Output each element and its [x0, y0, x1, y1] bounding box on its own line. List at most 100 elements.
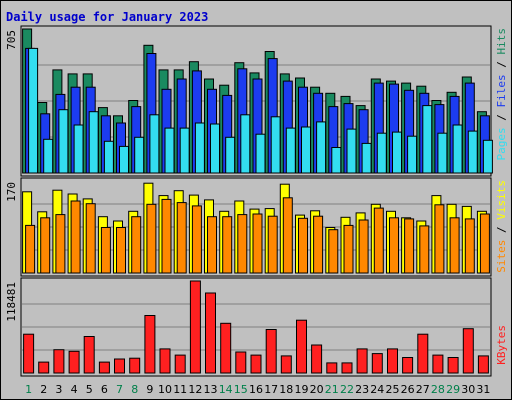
middle-bar-sites [40, 217, 51, 274]
day-label: 2 [40, 383, 47, 396]
top-bar-pages [119, 145, 129, 174]
bottom-bar-kbytes [159, 348, 171, 374]
middle-bar-sites [358, 219, 369, 274]
top-bar-pages [392, 131, 402, 174]
middle-bar-sites [131, 216, 142, 274]
middle-bar-sites [222, 216, 233, 274]
top-bar-pages [255, 133, 266, 174]
day-label: 16 [249, 383, 263, 396]
middle-bar-sites [373, 207, 384, 274]
top-bar-pages [422, 105, 433, 174]
bottom-bar-kbytes [311, 344, 323, 374]
middle-bar-sites [25, 224, 36, 274]
top-bar-pages [194, 122, 205, 174]
bottom-bar-kbytes [341, 362, 353, 374]
middle-bar-sites [70, 200, 81, 274]
legend-middle-item: Sites [495, 240, 508, 273]
top-bar-pages [179, 127, 190, 174]
middle-bar-sites [282, 197, 293, 274]
middle-bar-sites [449, 217, 460, 274]
day-label: 8 [131, 383, 138, 396]
day-label: 20 [310, 383, 324, 396]
top-bar-pages [285, 127, 296, 174]
bottom-bar-kbytes [447, 357, 459, 374]
top-bar-pages [301, 126, 311, 174]
middle-bar-sites [313, 215, 324, 274]
legend-top-item: Pages [495, 127, 508, 160]
day-label: 7 [116, 383, 123, 396]
day-label: 12 [188, 383, 202, 396]
middle-bar-sites [85, 203, 96, 274]
middle-bar-sites [176, 202, 187, 274]
middle-bar-sites [343, 224, 354, 274]
legend-bottom: KBytes [495, 325, 508, 365]
legend-middle-item: Visits [495, 180, 508, 220]
middle-panel-border [20, 177, 492, 277]
top-bar-pages [134, 136, 145, 174]
top-panel-border [20, 25, 492, 177]
middle-bar-sites [419, 225, 430, 274]
bottom-bar-kbytes [265, 329, 277, 374]
bottom-bar-kbytes [326, 362, 338, 374]
top-bar-pages [452, 124, 463, 174]
middle-bar-sites [55, 214, 66, 274]
legend-middle: Sites / Visits [495, 180, 508, 273]
middle-bar-sites [116, 227, 126, 274]
bottom-bar-kbytes [371, 353, 383, 374]
top-bar-pages [482, 139, 493, 174]
top-bar-pages [467, 130, 478, 174]
bottom-bar-kbytes [402, 357, 414, 374]
day-label: 31 [476, 383, 490, 396]
day-label: 18 [279, 383, 293, 396]
middle-bar-sites [252, 213, 263, 274]
bottom-bar-kbytes [280, 355, 292, 374]
middle-bar-sites [389, 217, 399, 274]
middle-bar-sites [404, 218, 415, 274]
middle-bar-sites [100, 227, 111, 274]
day-label: 17 [264, 383, 278, 396]
middle-bar-sites [161, 198, 172, 274]
bottom-panel: 118481 [5, 277, 492, 377]
legend-top: Pages / Files / Hits [495, 28, 508, 161]
day-label: 24 [370, 383, 384, 396]
top-bar-pages [270, 116, 281, 174]
bottom-bar-kbytes [53, 349, 65, 374]
legend-middle-item: / [495, 220, 508, 240]
top-bar-pages [376, 132, 387, 174]
day-label: 14 [219, 383, 233, 396]
bottom-bar-kbytes [387, 348, 398, 374]
day-label: 6 [101, 383, 108, 396]
day-label: 11 [173, 383, 187, 396]
top-bar-pages [331, 147, 342, 174]
bottom-bar-kbytes [250, 354, 262, 374]
bottom-bar-kbytes [38, 361, 50, 374]
top-bar-pages [407, 135, 418, 174]
day-label: 25 [386, 383, 400, 396]
bottom-bar-kbytes [296, 319, 307, 374]
bottom-bar-kbytes [462, 328, 474, 374]
bottom-bar-kbytes [98, 361, 110, 374]
day-label: 21 [325, 383, 339, 396]
bottom-max-label: 118481 [5, 282, 18, 322]
top-bar-pages [346, 128, 357, 174]
day-label: 4 [71, 383, 78, 396]
day-label: 10 [158, 383, 172, 396]
bottom-panel-border [20, 277, 492, 377]
bottom-bar-kbytes [220, 322, 232, 374]
bottom-bar-kbytes [23, 333, 35, 374]
middle-bar-sites [267, 215, 278, 274]
day-label: 19 [295, 383, 309, 396]
day-label: 5 [86, 383, 93, 396]
day-label: 22 [340, 383, 354, 396]
bottom-bar-kbytes [477, 355, 489, 374]
top-bar-pages [73, 124, 84, 174]
day-label: 27 [416, 383, 430, 396]
top-bar-pages [43, 138, 54, 174]
middle-bar-sites [237, 214, 248, 274]
top-bar-pages [361, 142, 372, 174]
top-max-label: 705 [5, 30, 18, 50]
legend-top-item: / [495, 108, 508, 128]
middle-bar-sites [146, 203, 157, 274]
top-panel: 705 [5, 25, 493, 177]
